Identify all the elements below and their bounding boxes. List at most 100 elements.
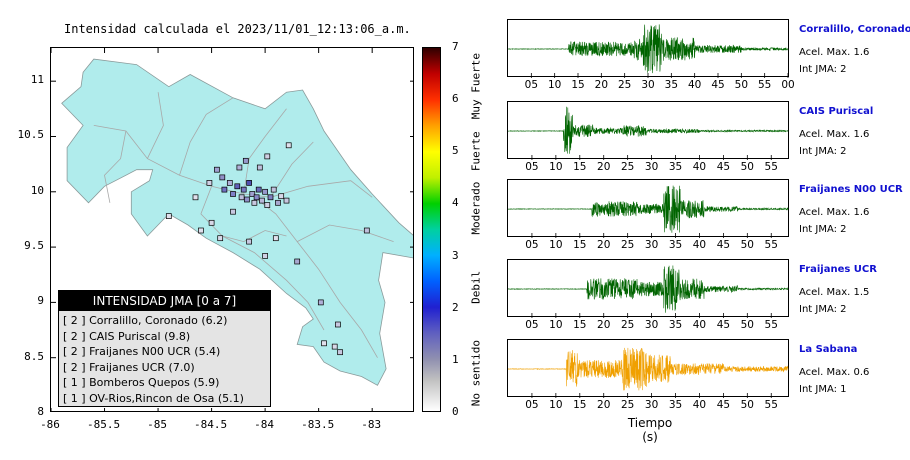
waveform-plot	[508, 185, 789, 238]
time-tick-label: 30	[644, 161, 659, 173]
station-marker	[259, 197, 265, 204]
waveform-panel	[507, 101, 789, 160]
latitude-tick-label: 11	[30, 73, 44, 87]
colorbar-tick-label: 3	[452, 248, 459, 262]
latitude-tick-label: 10	[30, 183, 44, 197]
station-max-acceleration: Acel. Max. 0.6	[799, 367, 870, 378]
station-marker	[256, 164, 263, 171]
time-tick-label: 55	[764, 319, 778, 331]
station-marker	[214, 166, 220, 173]
colorbar-tick-label: 0	[452, 405, 459, 418]
legend-entry: [ 2 ] Fraijanes UCR (7.0)	[63, 360, 195, 374]
time-tick-label: 30	[644, 239, 659, 251]
time-tick-row: 05 10 15 20 25 30 35 40 45 50 55	[507, 161, 789, 175]
station-marker	[198, 227, 204, 234]
time-tick-label: 30	[641, 79, 655, 91]
time-tick-label: 45	[711, 79, 725, 91]
time-tick-label: 20	[594, 79, 609, 91]
time-tick-label: 25	[620, 239, 635, 251]
colorbar-tick-label: 7	[452, 40, 459, 53]
waveform-plot	[508, 347, 789, 398]
time-tick-label: 55	[757, 79, 772, 91]
station-name: Fraijanes UCR	[799, 264, 877, 275]
latitude-tick-label: 9	[37, 294, 44, 308]
time-tick-row: 05 10 15 20 25 30 35 40 45 50 55	[507, 239, 789, 253]
time-tick-label: 35	[664, 79, 679, 91]
time-tick-label: 55	[764, 399, 778, 411]
longitude-tick-label: -84	[254, 418, 275, 431]
station-marker	[264, 153, 271, 160]
latitude-tick-label: 8	[37, 405, 44, 418]
time-tick-label: 05	[524, 79, 539, 91]
station-marker	[335, 321, 341, 328]
time-tick-label: 40	[692, 239, 707, 251]
station-marker	[255, 186, 262, 193]
road-line	[297, 224, 394, 242]
time-tick-label: 35	[668, 239, 683, 251]
colorbar-category-label: No sentido	[469, 339, 483, 406]
station-marker	[234, 183, 241, 190]
time-tick-label: 10	[547, 79, 562, 91]
time-tick-label: 15	[573, 399, 587, 411]
station-jma-intensity: Int JMA: 2	[799, 146, 847, 157]
time-tick-label: 45	[716, 399, 731, 411]
station-marker	[272, 235, 279, 242]
station-marker	[242, 157, 249, 164]
road-line	[254, 196, 378, 358]
time-tick-label: 45	[716, 239, 731, 251]
station-marker	[226, 180, 233, 186]
time-tick-label: 10	[549, 161, 563, 173]
waveform-plot	[508, 24, 789, 78]
station-jma-intensity: Int JMA: 2	[799, 224, 847, 235]
colorbar-category-label: Fuerte	[469, 131, 483, 172]
station-marker	[219, 174, 226, 181]
time-tick-label: 10	[549, 319, 563, 331]
station-marker	[230, 191, 236, 197]
colorbar-tick-label: 5	[452, 144, 459, 158]
time-tick-label: 15	[571, 79, 585, 91]
station-marker	[283, 197, 290, 204]
station-name: Corralillo, Coronado	[799, 24, 910, 35]
station-marker	[363, 227, 370, 234]
colorbar-category-label: Debil	[469, 270, 483, 304]
time-tick-label: 50	[740, 239, 754, 251]
time-tick-label: 40	[692, 161, 707, 173]
station-max-acceleration: Acel. Max. 1.6	[799, 129, 870, 140]
waveform-panel	[507, 19, 789, 78]
road-line	[270, 141, 314, 198]
waveform-panel	[507, 339, 789, 398]
station-marker	[317, 299, 324, 306]
time-tick-label: 55	[764, 239, 778, 251]
station-marker	[238, 194, 245, 201]
time-tick-label: 10	[549, 399, 563, 411]
station-marker	[246, 180, 252, 186]
waveform-plot	[508, 106, 789, 160]
station-marker	[262, 253, 268, 259]
map-canvas	[51, 48, 413, 411]
station-marker	[251, 199, 258, 206]
longitude-tick-label: -86	[40, 418, 60, 431]
longitude-tick-label: -83	[361, 418, 382, 431]
legend-entry: [ 2 ] Corralillo, Coronado (6.2)	[63, 314, 228, 327]
time-tick-label: 05	[525, 161, 539, 173]
time-tick-label: 00	[781, 79, 795, 91]
station-marker	[337, 349, 343, 356]
station-marker	[249, 191, 256, 197]
station-marker	[236, 164, 243, 171]
time-tick-label: 40	[687, 79, 702, 91]
station-marker	[253, 194, 260, 201]
colorbar-tick-label: 6	[452, 92, 459, 106]
station-max-acceleration: Acel. Max. 1.6	[799, 47, 870, 58]
station-jma-intensity: Int JMA: 2	[799, 304, 847, 315]
latitude-tick-label: 9.5	[24, 239, 44, 253]
time-tick-label: 50	[740, 319, 754, 331]
map-title: Intensidad calculada el 2023/11/01_12:13…	[64, 22, 411, 36]
station-legend: INTENSIDAD JMA [0 a 7] [ 2 ] Corralillo,…	[58, 290, 271, 407]
time-tick-label: 20	[597, 399, 611, 411]
station-marker	[206, 180, 213, 186]
longitude-tick-label: -85	[147, 418, 167, 431]
time-tick-label: 50	[740, 161, 754, 173]
waveform-trace	[508, 347, 789, 391]
legend-entry: [ 1 ] Bomberos Quepos (5.9)	[63, 376, 220, 389]
time-tick-label: 05	[525, 239, 539, 251]
